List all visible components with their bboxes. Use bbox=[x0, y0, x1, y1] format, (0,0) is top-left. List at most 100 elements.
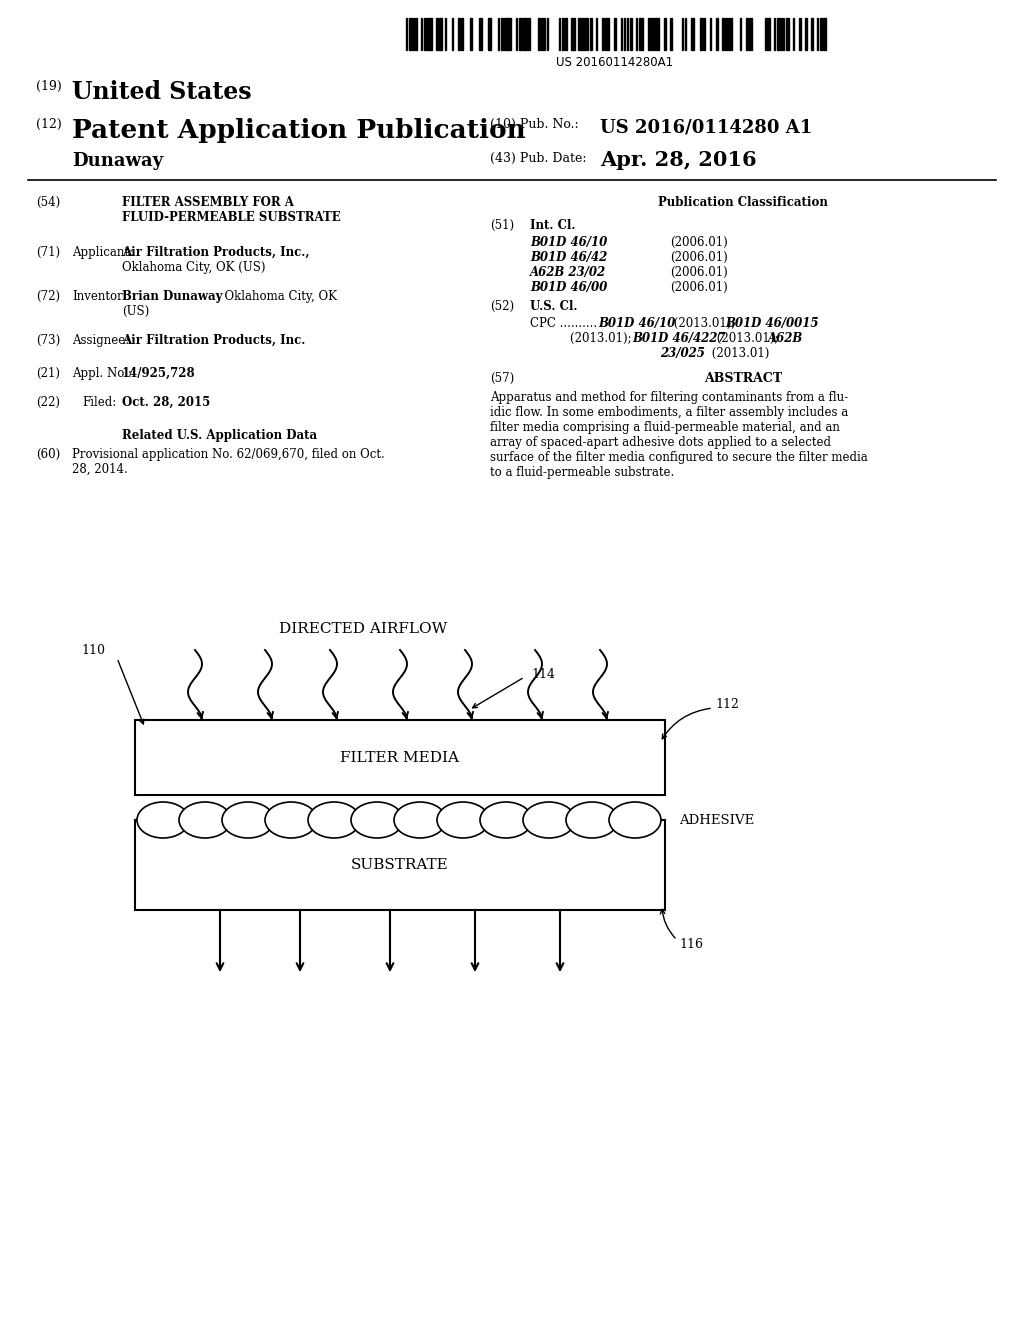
Text: (22): (22) bbox=[36, 396, 60, 409]
Bar bbox=[516, 18, 517, 50]
Bar bbox=[458, 18, 461, 50]
Text: (73): (73) bbox=[36, 334, 60, 347]
Text: ADHESIVE: ADHESIVE bbox=[679, 813, 755, 826]
Bar bbox=[605, 18, 607, 50]
Text: US 2016/0114280 A1: US 2016/0114280 A1 bbox=[600, 117, 812, 136]
Ellipse shape bbox=[137, 803, 189, 838]
Text: SUBSTRATE: SUBSTRATE bbox=[351, 858, 449, 873]
Bar bbox=[584, 18, 587, 50]
Text: surface of the filter media configured to secure the filter media: surface of the filter media configured t… bbox=[490, 451, 867, 465]
Text: Publication Classification: Publication Classification bbox=[658, 195, 828, 209]
Bar bbox=[461, 18, 463, 50]
Bar bbox=[412, 18, 414, 50]
Bar bbox=[700, 18, 701, 50]
Bar bbox=[703, 18, 705, 50]
Bar bbox=[479, 18, 481, 50]
Bar bbox=[682, 18, 683, 50]
Bar bbox=[135, 719, 665, 795]
Bar bbox=[578, 18, 580, 50]
Bar bbox=[654, 18, 657, 50]
Bar bbox=[799, 18, 801, 50]
Bar bbox=[427, 18, 430, 50]
Bar bbox=[406, 18, 408, 50]
Bar bbox=[722, 18, 725, 50]
Ellipse shape bbox=[308, 803, 360, 838]
Bar bbox=[750, 18, 752, 50]
Text: Oklahoma City, OK (US): Oklahoma City, OK (US) bbox=[122, 261, 265, 275]
Text: Filed:: Filed: bbox=[82, 396, 117, 409]
Ellipse shape bbox=[480, 803, 532, 838]
Bar bbox=[624, 18, 625, 50]
Text: Air Filtration Products, Inc.,: Air Filtration Products, Inc., bbox=[122, 246, 309, 259]
Bar bbox=[547, 18, 548, 50]
Bar bbox=[746, 18, 749, 50]
Bar bbox=[630, 18, 633, 50]
Text: 114: 114 bbox=[531, 668, 556, 681]
Bar bbox=[820, 18, 821, 50]
Bar bbox=[430, 18, 432, 50]
Ellipse shape bbox=[566, 803, 618, 838]
Text: to a fluid-permeable substrate.: to a fluid-permeable substrate. bbox=[490, 466, 674, 479]
Text: CPC ..........: CPC .......... bbox=[530, 317, 597, 330]
Text: (2006.01): (2006.01) bbox=[670, 251, 728, 264]
Bar bbox=[765, 18, 767, 50]
Bar bbox=[510, 18, 511, 50]
Bar bbox=[581, 18, 583, 50]
Text: Related U.S. Application Data: Related U.S. Application Data bbox=[123, 429, 317, 442]
Ellipse shape bbox=[609, 803, 662, 838]
Bar bbox=[571, 18, 574, 50]
Bar bbox=[664, 18, 667, 50]
Text: United States: United States bbox=[72, 81, 252, 104]
Text: (US): (US) bbox=[122, 305, 150, 318]
Bar bbox=[805, 18, 807, 50]
Text: DIRECTED AIRFLOW: DIRECTED AIRFLOW bbox=[279, 622, 447, 636]
Bar bbox=[811, 18, 813, 50]
Text: Provisional application No. 62/069,670, filed on Oct.: Provisional application No. 62/069,670, … bbox=[72, 447, 385, 461]
Text: filter media comprising a fluid-permeable material, and an: filter media comprising a fluid-permeabl… bbox=[490, 421, 840, 434]
Text: (71): (71) bbox=[36, 246, 60, 259]
Bar bbox=[657, 18, 659, 50]
Text: (10) Pub. No.:: (10) Pub. No.: bbox=[490, 117, 579, 131]
Bar bbox=[627, 18, 629, 50]
Text: 110: 110 bbox=[81, 644, 105, 656]
Bar bbox=[470, 18, 472, 50]
Bar bbox=[565, 18, 567, 50]
Text: US 20160114280A1: US 20160114280A1 bbox=[556, 55, 673, 69]
Text: (51): (51) bbox=[490, 219, 514, 232]
Text: (19): (19) bbox=[36, 81, 61, 92]
Bar bbox=[409, 18, 412, 50]
Bar bbox=[710, 18, 712, 50]
Text: 14/925,728: 14/925,728 bbox=[122, 367, 196, 380]
Bar bbox=[498, 18, 499, 50]
Text: 116: 116 bbox=[679, 939, 703, 952]
Text: B01D 46/10: B01D 46/10 bbox=[530, 236, 607, 249]
Text: (2013.01): (2013.01) bbox=[708, 347, 769, 360]
Bar bbox=[501, 18, 503, 50]
Text: (57): (57) bbox=[490, 372, 514, 385]
Text: Air Filtration Products, Inc.: Air Filtration Products, Inc. bbox=[122, 334, 305, 347]
Text: B01D 46/00: B01D 46/00 bbox=[530, 281, 607, 294]
Bar bbox=[135, 820, 665, 909]
Bar bbox=[725, 18, 727, 50]
Text: (60): (60) bbox=[36, 447, 60, 461]
Bar bbox=[415, 18, 417, 50]
Bar bbox=[507, 18, 510, 50]
Bar bbox=[691, 18, 693, 50]
Bar bbox=[823, 18, 825, 50]
Text: B01D 46/42: B01D 46/42 bbox=[530, 251, 607, 264]
Text: 28, 2014.: 28, 2014. bbox=[72, 463, 128, 477]
Text: Patent Application Publication: Patent Application Publication bbox=[72, 117, 525, 143]
Text: A62B 23/02: A62B 23/02 bbox=[530, 267, 606, 279]
Bar bbox=[774, 18, 775, 50]
Text: U.S. Cl.: U.S. Cl. bbox=[530, 300, 578, 313]
Bar bbox=[780, 18, 781, 50]
Text: (52): (52) bbox=[490, 300, 514, 313]
Text: Apr. 28, 2016: Apr. 28, 2016 bbox=[600, 150, 757, 170]
Bar bbox=[528, 18, 530, 50]
Text: array of spaced-apart adhesive dots applied to a selected: array of spaced-apart adhesive dots appl… bbox=[490, 436, 831, 449]
Text: idic flow. In some embodiments, a filter assembly includes a: idic flow. In some embodiments, a filter… bbox=[490, 407, 848, 418]
Text: (21): (21) bbox=[36, 367, 60, 380]
Bar bbox=[786, 18, 790, 50]
Ellipse shape bbox=[179, 803, 231, 838]
Text: Brian Dunaway: Brian Dunaway bbox=[122, 290, 222, 304]
